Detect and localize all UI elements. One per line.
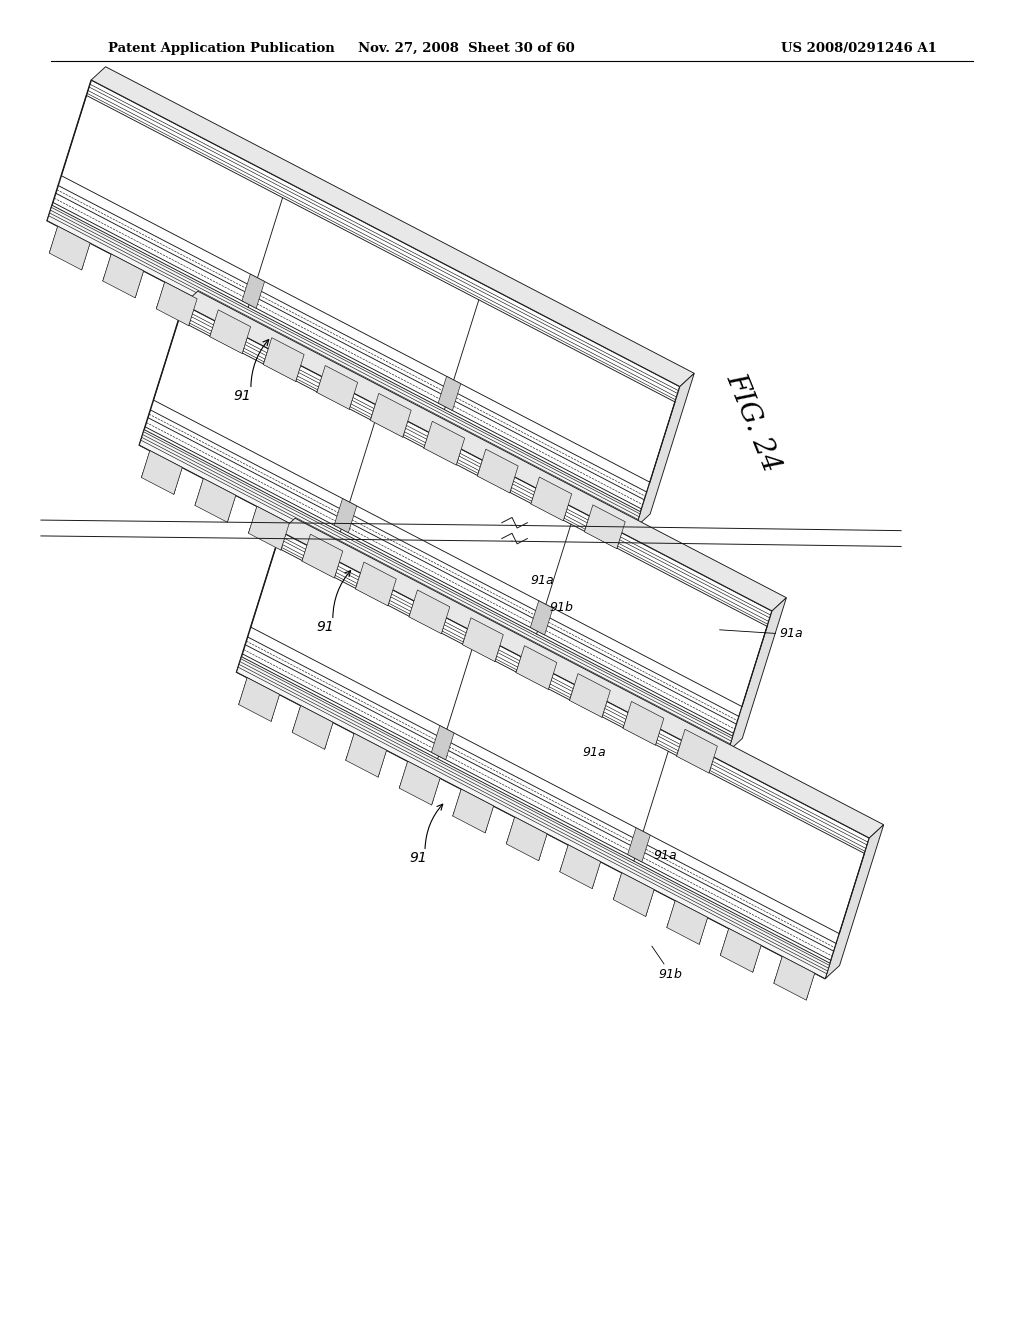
Polygon shape	[530, 601, 553, 635]
Polygon shape	[463, 618, 504, 661]
Polygon shape	[281, 519, 884, 838]
Polygon shape	[431, 726, 454, 760]
Text: 91a: 91a	[653, 849, 678, 862]
Polygon shape	[157, 282, 197, 326]
Polygon shape	[139, 305, 772, 751]
Polygon shape	[506, 817, 547, 861]
Polygon shape	[628, 828, 650, 862]
Polygon shape	[636, 374, 694, 527]
Polygon shape	[371, 393, 412, 437]
Text: 91: 91	[316, 620, 335, 634]
Text: US 2008/0291246 A1: US 2008/0291246 A1	[781, 42, 937, 54]
Polygon shape	[667, 900, 708, 944]
Polygon shape	[210, 310, 251, 354]
Polygon shape	[720, 928, 761, 973]
Text: 91a: 91a	[779, 627, 804, 640]
Text: Patent Application Publication: Patent Application Publication	[108, 42, 334, 54]
Polygon shape	[825, 825, 884, 978]
Polygon shape	[183, 292, 786, 611]
Polygon shape	[438, 376, 461, 411]
Text: 91: 91	[233, 389, 252, 403]
Polygon shape	[316, 366, 357, 409]
Polygon shape	[530, 477, 571, 521]
Polygon shape	[346, 734, 386, 777]
Polygon shape	[613, 873, 654, 916]
Polygon shape	[409, 590, 450, 634]
Polygon shape	[47, 205, 641, 527]
Polygon shape	[453, 789, 494, 833]
Text: FIG. 24: FIG. 24	[721, 370, 784, 475]
Polygon shape	[242, 275, 264, 309]
Polygon shape	[399, 762, 440, 805]
Text: 91b: 91b	[658, 968, 683, 981]
Polygon shape	[292, 705, 333, 750]
Polygon shape	[302, 535, 343, 578]
Polygon shape	[237, 532, 869, 978]
Polygon shape	[677, 729, 718, 774]
Polygon shape	[237, 656, 830, 978]
Text: Nov. 27, 2008  Sheet 30 of 60: Nov. 27, 2008 Sheet 30 of 60	[357, 42, 574, 54]
Polygon shape	[102, 253, 143, 298]
Polygon shape	[141, 450, 182, 495]
Polygon shape	[139, 429, 733, 751]
Polygon shape	[623, 701, 664, 746]
Polygon shape	[728, 598, 786, 751]
Polygon shape	[569, 673, 610, 717]
Polygon shape	[91, 67, 694, 387]
Polygon shape	[249, 507, 289, 550]
Polygon shape	[49, 226, 90, 271]
Polygon shape	[424, 421, 465, 465]
Text: 91: 91	[409, 851, 427, 865]
Polygon shape	[355, 562, 396, 606]
Polygon shape	[560, 845, 601, 888]
Polygon shape	[195, 478, 236, 523]
Polygon shape	[334, 499, 356, 533]
Polygon shape	[477, 449, 518, 492]
Polygon shape	[774, 956, 815, 1001]
Text: 91a: 91a	[530, 574, 555, 587]
Polygon shape	[263, 338, 304, 381]
Polygon shape	[47, 81, 680, 527]
Text: 91a: 91a	[582, 746, 606, 759]
Polygon shape	[516, 645, 557, 689]
Polygon shape	[585, 504, 626, 549]
Polygon shape	[239, 677, 280, 722]
Text: 91b: 91b	[549, 601, 573, 614]
